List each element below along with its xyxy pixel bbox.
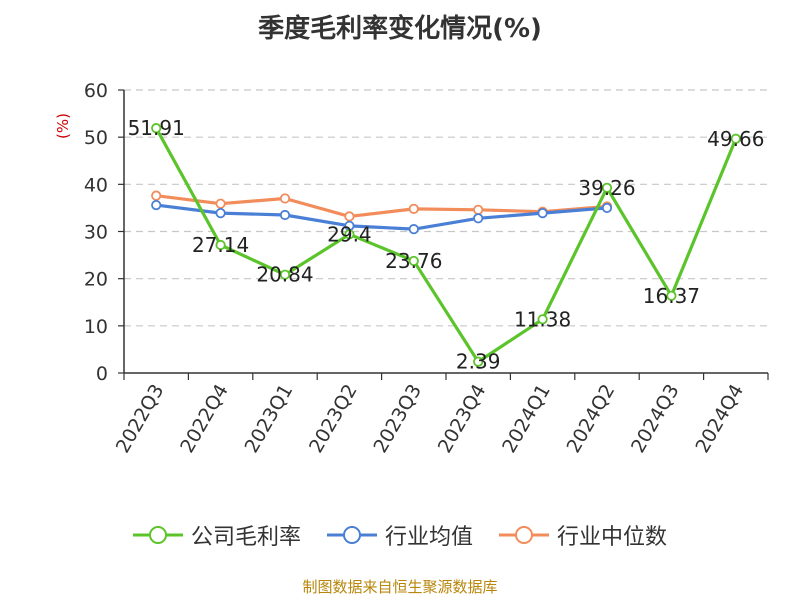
legend-label: 行业中位数 [557, 525, 668, 550]
x-tick-label: 2024Q3 [627, 381, 684, 457]
data-label: 11.38 [514, 307, 571, 331]
legend-swatch [132, 526, 183, 544]
x-tick-label: 2023Q4 [434, 381, 491, 457]
legend-label: 公司毛利率 [190, 525, 301, 550]
data-label: 16.37 [643, 284, 700, 308]
y-tick-label: 40 [84, 174, 108, 196]
x-tick-label: 2024Q4 [691, 381, 748, 457]
legend-item: 公司毛利率 [132, 519, 301, 551]
data-point [601, 182, 613, 193]
x-tick-label: 2024Q1 [498, 381, 555, 457]
data-label: 27.14 [192, 233, 249, 257]
data-point [537, 314, 548, 325]
data-point [279, 193, 291, 204]
series-line [156, 194, 608, 219]
legend-label: 行业均值 [384, 525, 473, 550]
data-point [279, 209, 291, 221]
data-point [151, 199, 162, 211]
data-point [215, 208, 226, 219]
data-point [344, 229, 355, 240]
y-tick-label: 20 [84, 269, 108, 291]
legend-swatch [499, 526, 549, 544]
data-point [473, 204, 484, 215]
x-tick-label: 2022Q4 [176, 381, 233, 457]
legend-item: 行业均值 [326, 519, 473, 551]
data-point [408, 255, 419, 267]
data-point [215, 239, 226, 251]
x-tick-label: 2024Q2 [563, 381, 620, 457]
data-point [344, 211, 355, 222]
x-tick-label: 2023Q1 [241, 381, 298, 457]
y-tick-label: 60 [84, 80, 108, 102]
data-point [473, 213, 484, 224]
y-tick-label: 10 [84, 316, 108, 338]
y-axis-label: (%) [54, 113, 72, 139]
data-label: 39.26 [578, 176, 635, 200]
legend-swatch [326, 526, 377, 544]
data-point [730, 133, 741, 144]
data-point [151, 190, 162, 201]
data-label: 20.84 [256, 263, 313, 287]
data-point [473, 356, 484, 367]
data-point [601, 202, 613, 214]
data-label: 49.66 [707, 127, 764, 151]
data-label-layer: 51.91 27.14 20.84 29.4 23.76 2.39 11.38 39.26 16… [128, 116, 765, 374]
data-label: 23.76 [385, 249, 442, 273]
y-tick-label: 30 [84, 222, 108, 244]
series-layer [151, 123, 741, 367]
data-label: 2.39 [456, 350, 501, 374]
data-label: 29.4 [327, 222, 372, 246]
source-note: 制图数据来自恒生聚源数据库 [302, 578, 498, 596]
data-point [408, 224, 419, 235]
data-point [215, 198, 226, 209]
data-point [666, 290, 677, 301]
data-point [279, 269, 291, 280]
x-tick-label: 2022Q3 [112, 381, 169, 457]
legend-item: 行业中位数 [499, 519, 667, 551]
y-tick-label: 50 [84, 127, 108, 149]
x-tick-label: 2023Q2 [305, 381, 362, 457]
legend: 公司毛利率 行业均值 行业中位数 [0, 519, 800, 551]
data-point [537, 208, 548, 219]
y-tick-label: 0 [96, 363, 108, 385]
series-line [154, 127, 738, 364]
data-point [151, 123, 162, 134]
data-point [408, 203, 419, 214]
series-line [156, 203, 608, 231]
data-label: 51.91 [128, 116, 185, 140]
chart-title: 季度毛利率变化情况(%) [258, 14, 542, 44]
x-tick-label: 2023Q3 [369, 381, 426, 457]
